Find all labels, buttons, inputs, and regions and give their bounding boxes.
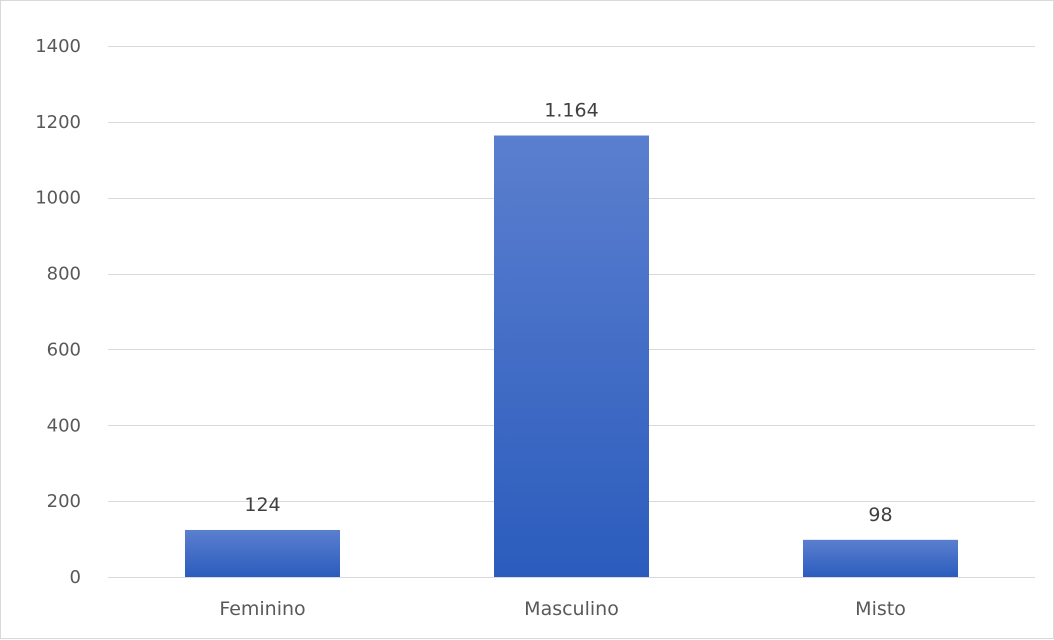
y-tick-label: 0 xyxy=(70,567,81,588)
y-tick-label: 1400 xyxy=(35,36,81,57)
data-labels: 124 1.164 98 xyxy=(244,100,892,526)
category-label-masculino: Masculino xyxy=(524,598,619,620)
y-tick-label: 400 xyxy=(47,415,81,436)
y-tick-label: 1200 xyxy=(35,112,81,133)
bar-feminino xyxy=(185,529,340,577)
bar-misto xyxy=(803,539,958,577)
data-label-feminino: 124 xyxy=(244,494,280,516)
y-tick-label: 800 xyxy=(47,264,81,285)
y-tick-label: 600 xyxy=(47,339,81,360)
category-label-misto: Misto xyxy=(855,598,906,620)
y-axis-ticks: 0 200 400 600 800 1000 1200 1400 xyxy=(35,36,81,588)
data-label-masculino: 1.164 xyxy=(544,100,598,122)
bars xyxy=(185,135,958,578)
y-tick-label: 200 xyxy=(47,491,81,512)
y-tick-label: 1000 xyxy=(35,188,81,209)
category-label-feminino: Feminino xyxy=(219,598,305,620)
x-axis-categories: Feminino Masculino Misto xyxy=(219,598,906,620)
bar-masculino xyxy=(494,135,649,578)
data-label-misto: 98 xyxy=(868,504,892,526)
